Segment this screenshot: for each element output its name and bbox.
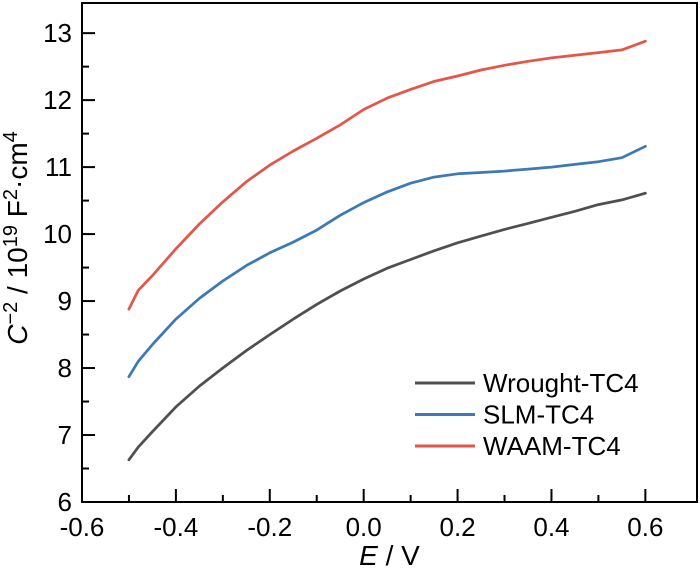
x-tick-label: 0.6	[627, 512, 663, 542]
y-tick-label: 6	[58, 487, 72, 517]
y-tick-label: 8	[58, 353, 72, 383]
y-tick-label: 7	[58, 420, 72, 450]
x-axis-title: E / V	[359, 540, 420, 571]
y-axis-title: C−2 / 1019 F2·cm4	[0, 131, 33, 345]
legend-label-slm-tc4: SLM-TC4	[483, 400, 594, 430]
x-tick-label: -0.6	[60, 512, 105, 542]
legend-label-waam-tc4: WAAM-TC4	[483, 431, 621, 461]
x-tick-label: 0.4	[533, 512, 569, 542]
series-line-waam-tc4	[127, 39, 647, 311]
y-tick-label: 11	[45, 152, 72, 182]
y-tick-label: 10	[43, 219, 72, 249]
legend-label-wrought-tc4: Wrought-TC4	[483, 368, 639, 398]
x-tick-label: 0.2	[439, 512, 475, 542]
series-line-wrought-tc4	[127, 191, 647, 462]
x-tick-label: 0.0	[346, 512, 382, 542]
y-tick-label: 13	[43, 18, 72, 48]
x-tick-label: -0.4	[153, 512, 198, 542]
series-line-slm-tc4	[127, 144, 647, 379]
x-tick-label: -0.2	[247, 512, 292, 542]
y-tick-label: 9	[58, 286, 72, 316]
y-tick-label: 12	[43, 85, 72, 115]
plot-border	[81, 2, 698, 503]
